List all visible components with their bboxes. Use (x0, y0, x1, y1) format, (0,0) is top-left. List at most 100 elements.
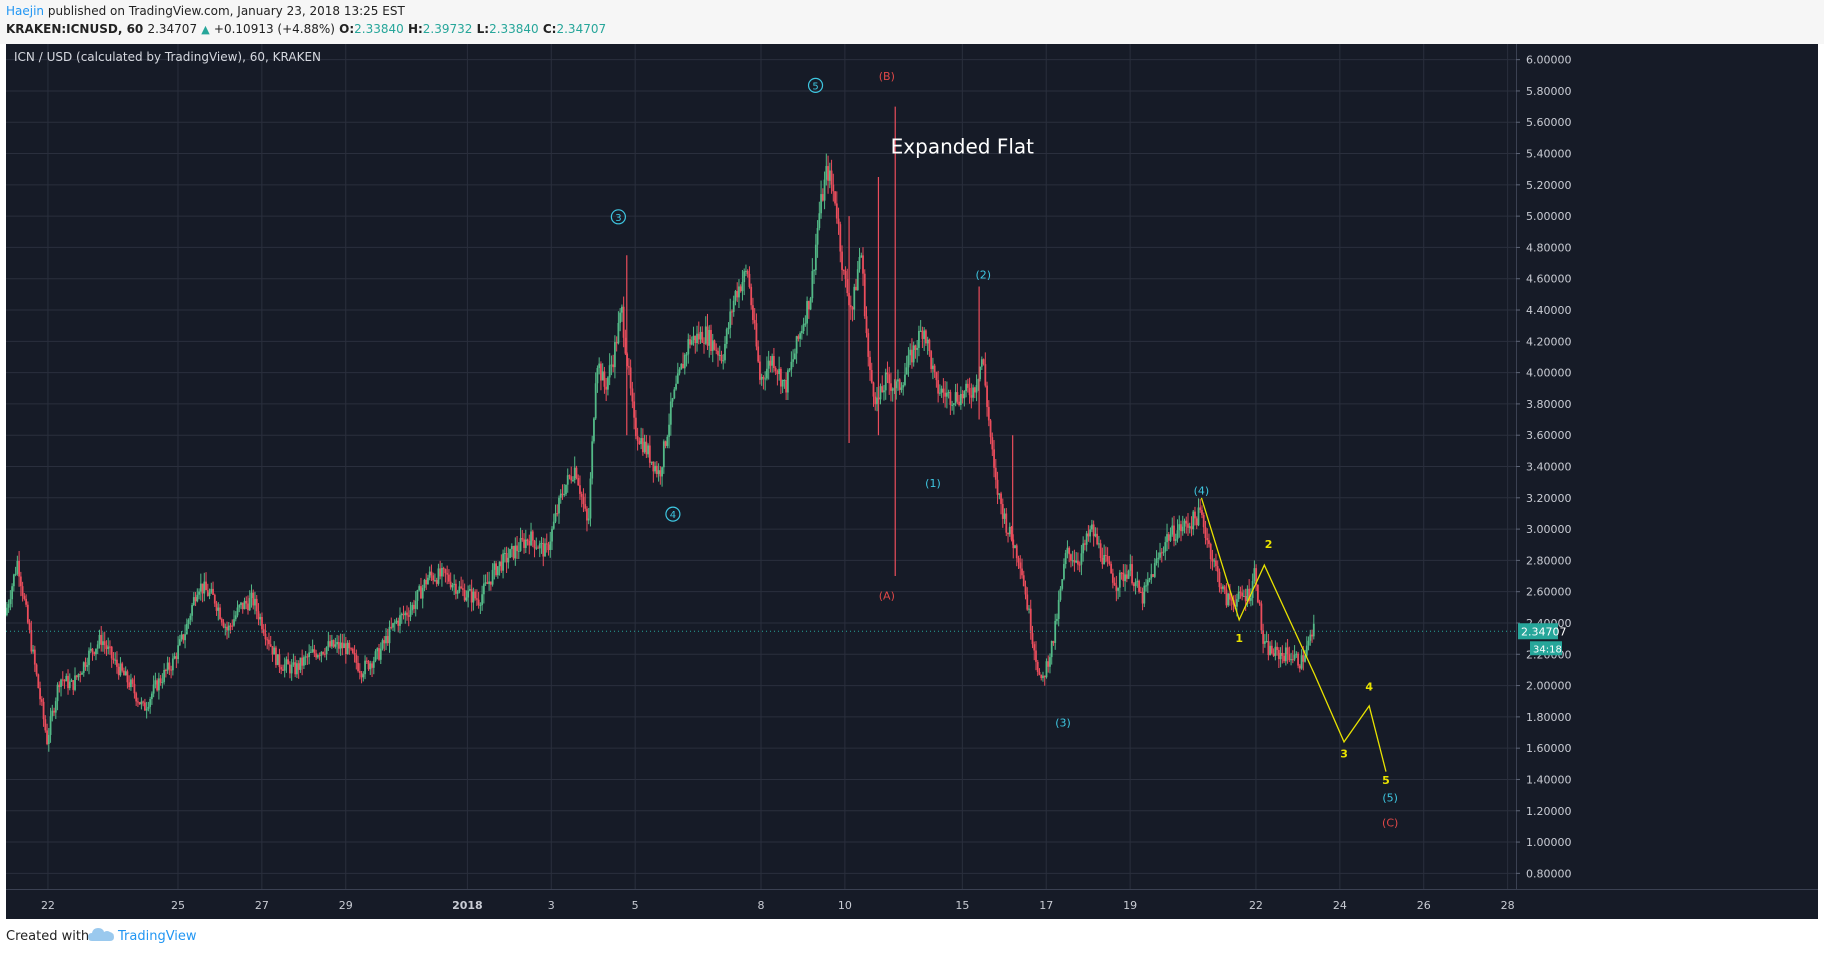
candle-body (563, 494, 566, 496)
candle-body (832, 184, 835, 192)
tradingview-cloud-icon[interactable] (88, 927, 114, 943)
candle-body (886, 372, 889, 375)
candle-body (1000, 493, 1002, 504)
candle-body (1218, 571, 1221, 588)
candle-body (841, 251, 843, 270)
candle-body (325, 646, 328, 655)
wave-label: (3) (1055, 716, 1071, 729)
candle-body (430, 571, 433, 576)
candle-body (1237, 591, 1240, 600)
candle-body (800, 330, 803, 334)
candle-body (350, 648, 352, 650)
candle-body (1096, 533, 1099, 545)
candle-body (88, 650, 90, 666)
candle-body (1063, 564, 1065, 580)
candle-body (652, 461, 655, 472)
candle-body (572, 480, 574, 482)
candle-body (867, 333, 870, 357)
candle-body (533, 540, 536, 549)
candle-body (418, 586, 421, 591)
candle-body (1157, 557, 1160, 560)
candle-body (945, 392, 948, 397)
candle-body (694, 335, 697, 344)
candle-body (1005, 513, 1008, 533)
author-link[interactable]: Haejin (6, 4, 45, 18)
candle-body (1071, 560, 1074, 562)
candle-body (1283, 655, 1285, 662)
candle-body (35, 664, 38, 675)
candle-body (262, 629, 265, 634)
chart-panel[interactable]: 6.00000 5.80000 5.60000 5.40000 5.20000 5.000… (5, 44, 1818, 919)
candle-body (1298, 665, 1301, 669)
candle-body (343, 643, 345, 649)
candle-body (519, 538, 522, 551)
candle-body (872, 382, 875, 397)
candle-body (559, 493, 562, 498)
candle-body (890, 383, 892, 391)
price-tick-label: 2.00000 (1526, 680, 1572, 693)
candle-body (171, 658, 174, 671)
candle-body (818, 213, 821, 229)
candle-body (715, 349, 718, 351)
candle-body (500, 561, 503, 571)
candle-body (855, 286, 857, 291)
candle-body (627, 366, 630, 368)
candle-body (530, 531, 532, 546)
candle-body (888, 374, 891, 384)
candle-body (1110, 563, 1113, 574)
candle-body (236, 607, 239, 616)
candle-body (610, 364, 613, 366)
candle-body (1302, 655, 1305, 662)
candle-body (222, 622, 225, 628)
candle-body (1160, 552, 1163, 554)
candle-body (629, 367, 632, 389)
candle-body (750, 286, 753, 306)
candle-body (958, 401, 961, 406)
candle-body (400, 613, 403, 616)
candle-body (718, 354, 721, 356)
candle-body (708, 330, 711, 346)
candle-body (823, 179, 826, 201)
candle-body (206, 590, 209, 597)
candle-body (510, 545, 513, 550)
candle-body (1270, 645, 1273, 654)
candle-body (1307, 640, 1310, 646)
candle-body (313, 649, 316, 654)
chart-background (6, 44, 1818, 919)
candle-body (449, 581, 452, 588)
candle-body (662, 441, 665, 468)
candle-body (441, 567, 443, 577)
candle-body (523, 539, 525, 548)
candle-body (507, 557, 510, 563)
candle-body (407, 615, 410, 617)
candle-body (738, 286, 740, 298)
candle-body (938, 392, 941, 394)
candle-body (1101, 558, 1104, 565)
candle-body (1084, 543, 1086, 545)
candle-body (883, 390, 885, 393)
candle-body (252, 592, 255, 606)
candle-body (322, 652, 325, 654)
candle-body (292, 662, 295, 665)
candle-body (282, 669, 284, 671)
candle-body (734, 291, 737, 301)
candle-body (1026, 594, 1029, 610)
time-tick-label: 25 (171, 899, 185, 912)
candle-body (455, 583, 457, 594)
tradingview-brand-link[interactable]: TradingView (118, 929, 197, 944)
price-chart[interactable]: 6.00000 5.80000 5.60000 5.40000 5.20000 5.000… (5, 44, 1818, 919)
candle-body (1068, 547, 1071, 555)
candle-body (806, 301, 808, 324)
candle-body (1255, 568, 1258, 585)
candle-body (117, 666, 120, 676)
candle-body (448, 574, 450, 582)
candle-body (306, 656, 309, 658)
price-tick-label: 1.40000 (1526, 773, 1572, 786)
wave-label: 5 (812, 81, 818, 92)
candle-body (93, 652, 96, 655)
candle-body (783, 379, 786, 381)
candle-body (355, 654, 358, 663)
candle-body (657, 470, 660, 475)
candle-body (514, 545, 517, 559)
candle-body (921, 330, 924, 339)
